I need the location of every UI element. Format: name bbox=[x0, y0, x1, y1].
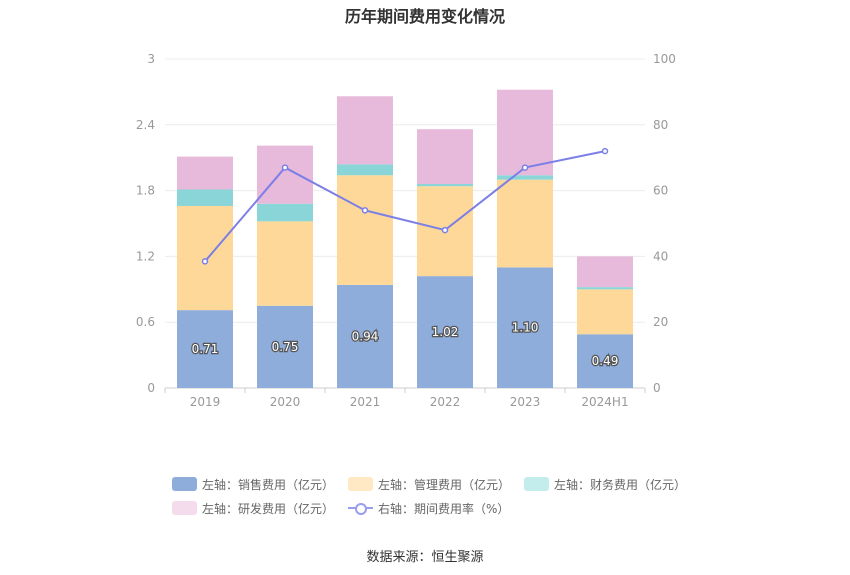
y-right-tick-label: 20 bbox=[653, 315, 668, 329]
chart-title: 历年期间费用变化情况 bbox=[344, 7, 505, 26]
rate-point bbox=[201, 258, 209, 265]
y-right-tick-label: 60 bbox=[653, 184, 668, 198]
legend-line-rate-icon bbox=[348, 501, 374, 515]
bar-segment-s2 bbox=[577, 287, 633, 290]
bar-segment-s1 bbox=[337, 175, 393, 285]
legend-item-rd[interactable]: 左轴：研发费用（亿元） bbox=[172, 500, 334, 517]
bar-segment-s3 bbox=[257, 145, 313, 204]
bar-segment-s3 bbox=[337, 96, 393, 165]
bar-segment-s0 bbox=[497, 267, 553, 388]
bar-data-label: 1.02 bbox=[432, 325, 459, 339]
bar-data-label: 0.71 bbox=[192, 342, 219, 356]
y-left-tick-label: 0 bbox=[147, 381, 155, 395]
bar-segment-s0 bbox=[177, 310, 233, 388]
legend-label-rd: 左轴：研发费用（亿元） bbox=[202, 501, 335, 516]
rate-point bbox=[281, 164, 289, 171]
rate-point bbox=[521, 164, 529, 171]
rate-point bbox=[361, 207, 369, 214]
legend-item-finance[interactable]: 左轴：财务费用（亿元） bbox=[524, 476, 686, 493]
bar-data-label: 0.94 bbox=[352, 329, 379, 343]
bar-segment-s1 bbox=[257, 221, 313, 306]
y-right-tick-label: 0 bbox=[653, 381, 661, 395]
legend-item-admin[interactable]: 左轴：管理费用（亿元） bbox=[348, 476, 510, 493]
bar-data-label: 0.75 bbox=[272, 340, 299, 354]
bar-segment-s1 bbox=[177, 205, 233, 311]
bar-segment-s3 bbox=[577, 256, 633, 288]
bar-segment-s2 bbox=[257, 203, 313, 222]
legend-swatch-rd bbox=[172, 501, 197, 515]
bar-segment-s2 bbox=[417, 184, 473, 187]
bar-segment-s1 bbox=[497, 179, 553, 268]
y-left-tick-label: 1.2 bbox=[136, 249, 155, 263]
chart-legend: 左轴：销售费用（亿元） 左轴：管理费用（亿元） 左轴：财务费用（亿元） 左轴：研… bbox=[172, 472, 712, 520]
legend-label-sales: 左轴：销售费用（亿元） bbox=[202, 477, 335, 492]
chart-plot: 0 0 0.6 20 1.2 40 1.8 60 2.4 80 3 100 2019 2020 2021 20… bbox=[136, 52, 676, 409]
bar-data-label: 0.49 bbox=[592, 354, 619, 368]
bar-segment-s3 bbox=[417, 129, 473, 185]
bar-segment-s0 bbox=[257, 305, 313, 388]
bar-segment-s0 bbox=[337, 284, 393, 388]
bar-data-label: 1.10 bbox=[512, 321, 539, 335]
x-tick-label: 2020 bbox=[270, 395, 301, 409]
y-left-tick-label: 3 bbox=[147, 52, 155, 66]
x-tick-label: 2022 bbox=[430, 395, 461, 409]
legend-label-finance: 左轴：财务费用（亿元） bbox=[554, 477, 687, 492]
rate-point bbox=[441, 226, 449, 234]
y-right-tick-label: 80 bbox=[653, 118, 668, 132]
y-left-tick-label: 1.8 bbox=[136, 184, 155, 198]
rate-point bbox=[601, 147, 609, 155]
x-tick-label: 2019 bbox=[190, 395, 221, 409]
bar-segment-s0 bbox=[417, 276, 473, 388]
legend-label-rate: 右轴：期间费用率（%） bbox=[378, 501, 510, 516]
y-right-tick-label: 40 bbox=[653, 249, 668, 263]
legend-item-rate[interactable]: 右轴：期间费用率（%） bbox=[348, 500, 509, 517]
legend-item-sales[interactable]: 左轴：销售费用（亿元） bbox=[172, 476, 334, 493]
legend-swatch-admin bbox=[348, 477, 374, 491]
bar-segment-s2 bbox=[497, 175, 553, 180]
bar-segment-s2 bbox=[337, 164, 393, 176]
bar-segment-s0 bbox=[577, 334, 633, 388]
legend-label-admin: 左轴：管理费用（亿元） bbox=[378, 477, 511, 492]
x-tick-label: 2024H1 bbox=[581, 395, 628, 409]
bar-segment-s3 bbox=[497, 89, 553, 176]
x-tick-label: 2021 bbox=[350, 395, 381, 409]
data-source: 数据来源：恒生聚源 bbox=[366, 550, 484, 565]
bar-segment-s1 bbox=[577, 289, 633, 335]
rate-line bbox=[204, 150, 606, 262]
legend-swatch-finance bbox=[524, 477, 550, 491]
y-right-tick-label: 100 bbox=[653, 52, 676, 66]
bar-segment-s3 bbox=[177, 156, 233, 190]
bar-segment-s2 bbox=[177, 189, 233, 206]
y-left-tick-label: 0.6 bbox=[136, 315, 155, 329]
y-left-tick-label: 2.4 bbox=[136, 118, 155, 132]
x-tick-label: 2023 bbox=[510, 395, 541, 409]
legend-swatch-sales bbox=[172, 477, 197, 491]
